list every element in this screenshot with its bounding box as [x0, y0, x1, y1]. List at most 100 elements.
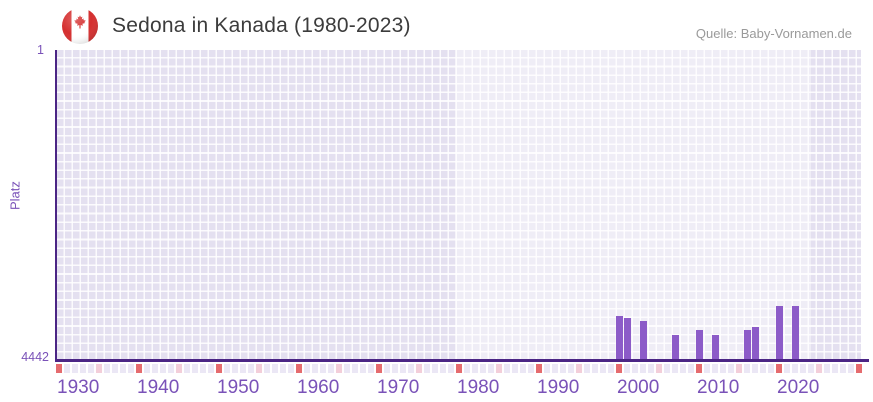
bar-2012[interactable]	[711, 335, 719, 359]
year-cell-2018	[759, 364, 767, 373]
canada-flag-icon	[62, 8, 98, 44]
year-cell-1982	[471, 364, 479, 373]
year-cell-1960	[295, 364, 303, 373]
year-cell-1945	[175, 364, 183, 373]
year-cell-1974	[407, 364, 415, 373]
year-cell-1948	[199, 364, 207, 373]
year-cell-1930	[55, 364, 63, 373]
year-cell-1937	[111, 364, 119, 373]
year-cell-1981	[463, 364, 471, 373]
year-cell-2015	[735, 364, 743, 373]
year-cell-2020	[775, 364, 783, 373]
year-cell-2024	[807, 364, 815, 373]
bar-2007[interactable]	[671, 335, 679, 359]
year-cell-1985	[495, 364, 503, 373]
year-cell-1933	[79, 364, 87, 373]
year-cell-1978	[439, 364, 447, 373]
year-cell-1965	[335, 364, 343, 373]
x-tick-label-2000: 2000	[617, 377, 660, 398]
source-credit: Quelle: Baby-Vornamen.de	[695, 26, 852, 41]
year-cell-1989	[527, 364, 535, 373]
year-cell-2012	[711, 364, 719, 373]
bar-2016[interactable]	[743, 330, 751, 359]
year-cell-2008	[679, 364, 687, 373]
year-cell-2017	[751, 364, 759, 373]
year-tick-strip	[0, 364, 873, 373]
bar-2020[interactable]	[775, 306, 783, 359]
year-cell-1951	[223, 364, 231, 373]
year-cell-2014	[727, 364, 735, 373]
plot-area	[55, 50, 861, 359]
year-cell-1941	[143, 364, 151, 373]
year-cell-1980	[455, 364, 463, 373]
x-tick-label-1970: 1970	[377, 377, 420, 398]
year-cell-1990	[535, 364, 543, 373]
year-cell-2007	[671, 364, 679, 373]
bar-2022[interactable]	[791, 306, 799, 359]
year-cell-1977	[431, 364, 439, 373]
year-cell-1962	[311, 364, 319, 373]
x-tick-label-1960: 1960	[297, 377, 340, 398]
year-cell-1954	[247, 364, 255, 373]
year-cell-2022	[791, 364, 799, 373]
year-cell-1969	[367, 364, 375, 373]
year-cell-1996	[583, 364, 591, 373]
year-cell-2028	[839, 364, 847, 373]
year-cell-2013	[719, 364, 727, 373]
y-axis-title: Platz	[7, 181, 23, 211]
year-cell-2027	[831, 364, 839, 373]
year-cell-1971	[383, 364, 391, 373]
x-tick-label-2020: 2020	[777, 377, 820, 398]
year-cell-1979	[447, 364, 455, 373]
canada-flag-svg	[62, 8, 98, 44]
year-cell-2004	[647, 364, 655, 373]
year-cell-1997	[591, 364, 599, 373]
page-title: Sedona in Kanada (1980-2023)	[112, 14, 411, 37]
year-cell-1952	[231, 364, 239, 373]
year-cell-2002	[631, 364, 639, 373]
year-cell-1950	[215, 364, 223, 373]
year-cell-2006	[663, 364, 671, 373]
year-cell-2003	[639, 364, 647, 373]
bar-2001[interactable]	[623, 318, 631, 359]
year-cell-1975	[415, 364, 423, 373]
x-tick-label-2010: 2010	[697, 377, 740, 398]
year-cell-1940	[135, 364, 143, 373]
year-cell-1976	[423, 364, 431, 373]
year-cell-1953	[239, 364, 247, 373]
year-cell-1964	[327, 364, 335, 373]
bar-2000[interactable]	[615, 316, 623, 359]
year-cell-1968	[359, 364, 367, 373]
year-cell-2023	[799, 364, 807, 373]
year-cell-1986	[503, 364, 511, 373]
year-cell-1934	[87, 364, 95, 373]
x-axis-line	[55, 359, 869, 362]
year-cell-1935	[95, 364, 103, 373]
year-cell-1938	[119, 364, 127, 373]
year-cell-1955	[255, 364, 263, 373]
year-cell-1942	[151, 364, 159, 373]
x-tick-label-1980: 1980	[457, 377, 500, 398]
y-axis-max-label: 1	[37, 43, 44, 57]
year-cell-2009	[687, 364, 695, 373]
bar-2010[interactable]	[695, 329, 703, 359]
year-cell-1987	[511, 364, 519, 373]
year-cell-1956	[263, 364, 271, 373]
x-tick-label-1930: 1930	[57, 377, 100, 398]
x-tick-label-1940: 1940	[137, 377, 180, 398]
year-cell-1999	[607, 364, 615, 373]
year-cell-2030	[855, 364, 863, 373]
bar-2017[interactable]	[751, 326, 759, 359]
year-cell-1943	[159, 364, 167, 373]
year-cell-1949	[207, 364, 215, 373]
bar-2003[interactable]	[639, 321, 647, 359]
year-cell-1936	[103, 364, 111, 373]
year-cell-2026	[823, 364, 831, 373]
year-cell-1966	[343, 364, 351, 373]
year-cell-2019	[767, 364, 775, 373]
year-cell-1995	[575, 364, 583, 373]
year-cell-1947	[191, 364, 199, 373]
year-cell-1973	[399, 364, 407, 373]
year-cell-2010	[695, 364, 703, 373]
